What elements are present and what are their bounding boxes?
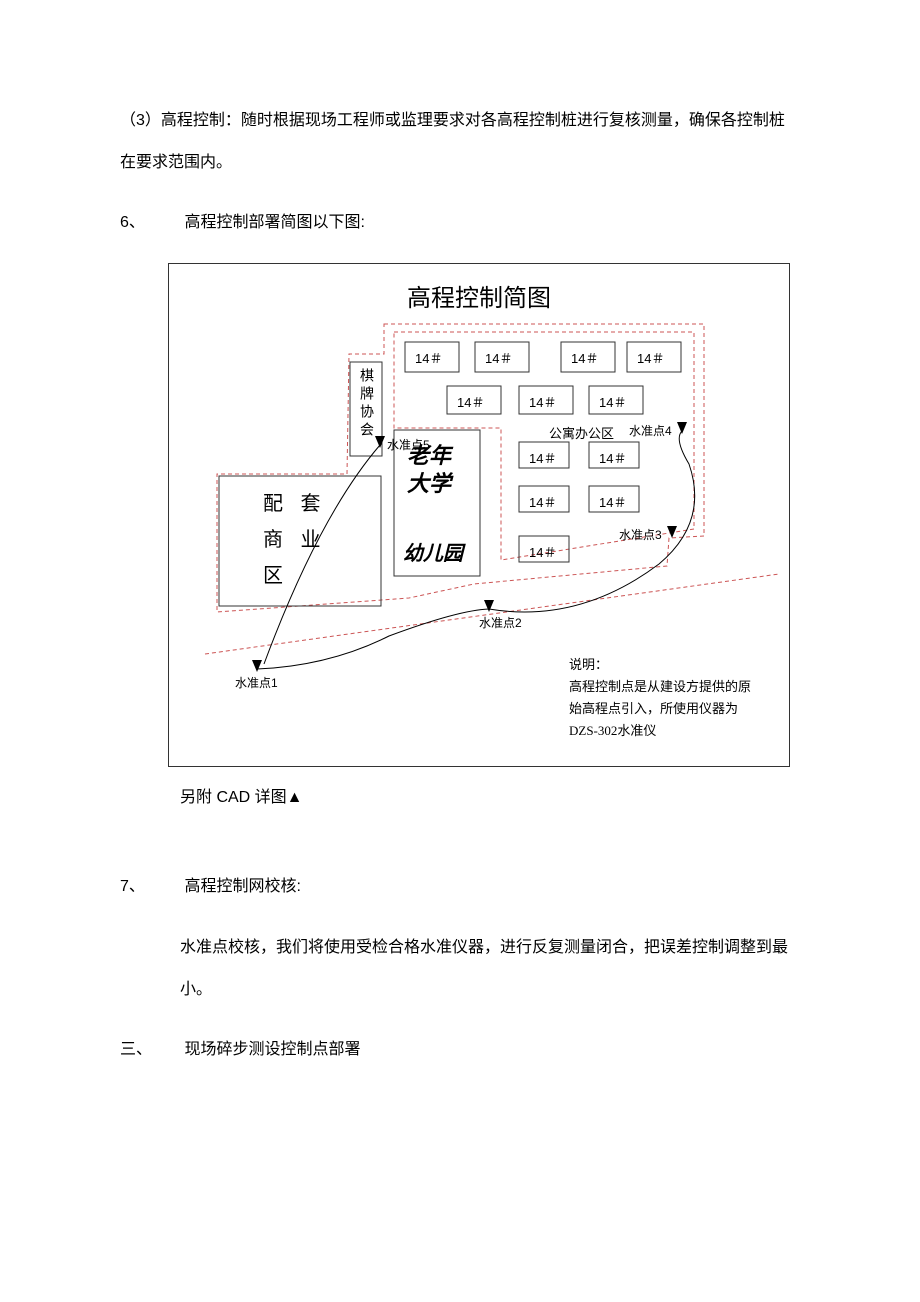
box-14-label: 14＃: [457, 392, 484, 411]
diagram-description: 说明： 高程控制点是从建设方提供的原始高程点引入，所使用仪器为 DZS-302水…: [569, 654, 759, 742]
office-label: 公寓办公区: [549, 423, 614, 442]
point-3-label: 水准点3: [619, 526, 662, 543]
triangle-point-4: [677, 422, 687, 434]
elevation-diagram: 高程控制简图 14＃14＃14＃14＃14＃14＃14＃14＃14＃14＃14＃…: [168, 263, 790, 767]
box-14-label: 14＃: [599, 492, 626, 511]
box-14-label: 14＃: [529, 492, 556, 511]
section-7-body: 水准点校核，我们将使用受检合格水准仪器，进行反复测量闭合，把误差控制调整到最小。: [180, 927, 800, 1010]
box-14-label: 14＃: [637, 348, 664, 367]
point-4-label: 水准点4: [629, 422, 672, 439]
section-6-title: 高程控制部署简图以下图:: [184, 214, 364, 231]
triangle-point-3: [667, 526, 677, 538]
point-2-label: 水准点2: [479, 614, 522, 631]
section-3-title: 现场碎步测设控制点部署: [184, 1041, 360, 1058]
commerce-l3: 区: [263, 565, 289, 587]
box-14-label: 14＃: [599, 392, 626, 411]
desc-b1: 高程控制点是从建设方提供的原始高程点引入，所使用仪器为: [569, 679, 751, 716]
point-1-label: 水准点1: [235, 674, 278, 691]
section-3-number: 三、: [120, 1034, 180, 1066]
box-14-label: 14＃: [571, 348, 598, 367]
kinder-label: 幼儿园: [403, 542, 463, 567]
triangle-point-1: [252, 660, 262, 672]
section-7-heading: 7、 高程控制网校核:: [120, 871, 800, 903]
box-14-label: 14＃: [529, 448, 556, 467]
commerce-l2: 商 业: [263, 529, 327, 551]
section-6-heading: 6、 高程控制部署简图以下图:: [120, 207, 800, 239]
commerce-label: 配 套 商 业 区: [263, 486, 327, 594]
paragraph-elevation-control: （3）高程控制：随时根据现场工程师或监理要求对各高程控制桩进行复核测量，确保各控…: [120, 100, 800, 183]
section-3-heading: 三、 现场碎步测设控制点部署: [120, 1034, 800, 1066]
box-14-label: 14＃: [599, 448, 626, 467]
box-14-label: 14＃: [529, 542, 556, 561]
box-14-label: 14＃: [529, 392, 556, 411]
commerce-l1: 配 套: [263, 493, 327, 515]
section-7-title: 高程控制网校核:: [184, 878, 300, 895]
point-5-label: 水准点5: [387, 436, 430, 453]
desc-head: 说明：: [569, 657, 608, 672]
univ-l2: 大学: [407, 471, 451, 496]
desc-b2: DZS-302水准仪: [569, 723, 656, 738]
box-14-label: 14＃: [415, 348, 442, 367]
chess-label: 棋牌协会: [357, 368, 377, 440]
section-7-number: 7、: [120, 871, 180, 903]
box-14-label: 14＃: [485, 348, 512, 367]
cad-caption: 另附 CAD 详图▲: [180, 783, 800, 807]
section-6-number: 6、: [120, 207, 180, 239]
triangle-point-2: [484, 600, 494, 612]
